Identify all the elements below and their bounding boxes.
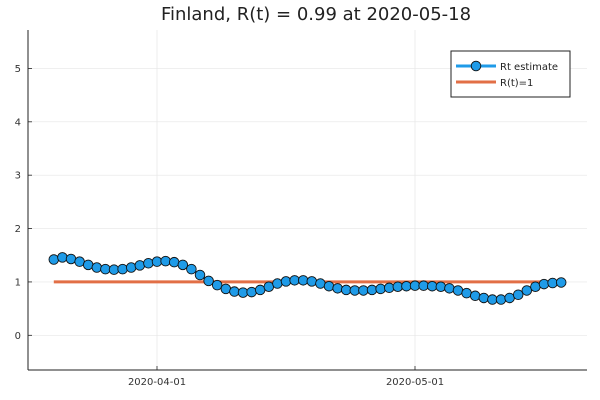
- rt-estimate-point: [426, 280, 438, 292]
- legend-box: [450, 50, 571, 98]
- tick-labels: 0 1 2 3 4 5 2020-04-01 2020-05-01: [15, 64, 444, 388]
- rt-estimate-point: [555, 277, 567, 288]
- rt-estimate-point: [65, 253, 77, 265]
- legend-rt-marker: [470, 60, 482, 72]
- y-tick-label: 2: [15, 224, 21, 235]
- rt-estimate-point: [538, 278, 550, 290]
- rt-estimate-point: [220, 283, 232, 295]
- rt-estimate-point: [469, 290, 481, 302]
- rt-estimate-point: [375, 283, 386, 295]
- rt-estimate-point: [82, 259, 94, 271]
- chart-title: Finland, R(t) = 0.99 at 2020-05-18: [161, 4, 471, 25]
- rt-estimate-point: [48, 254, 60, 265]
- rt-estimate-point: [401, 280, 412, 292]
- rt-estimate-point: [168, 256, 180, 268]
- rt-estimate-point: [418, 280, 429, 291]
- legend: Rt estimate R(t)=1: [450, 50, 571, 98]
- rt-estimate-point: [315, 278, 326, 289]
- rt-estimate-point: [358, 285, 369, 296]
- rt-estimate-point: [512, 289, 524, 300]
- rt-estimate-point: [108, 264, 120, 275]
- x-tick-label: 2020-05-01: [386, 377, 444, 388]
- rt-estimate-series: [48, 252, 567, 305]
- rt-estimate-point: [452, 285, 464, 296]
- y-tick-label: 3: [15, 171, 21, 182]
- axes: [27, 30, 587, 371]
- rt-estimate-point: [383, 282, 395, 294]
- rt-estimate-point: [203, 275, 214, 287]
- rt-estimate-point: [547, 277, 558, 289]
- y-tick-label: 0: [15, 331, 21, 342]
- rt-estimate-point: [160, 255, 171, 267]
- rt-estimate-point: [57, 252, 68, 263]
- rt-estimate-point: [177, 259, 189, 271]
- legend-rt-label: Rt estimate: [500, 62, 558, 73]
- rt-estimate-point: [194, 269, 206, 281]
- rt-estimate-point: [530, 281, 541, 292]
- rt-estimate-point: [521, 285, 533, 296]
- rt-estimate-point: [306, 276, 318, 287]
- rt-estimate-point: [461, 287, 472, 299]
- rt-estimate-point: [272, 278, 283, 289]
- rt-estimate-point: [91, 262, 103, 273]
- rt-estimate-point: [392, 281, 404, 292]
- y-tick-label: 1: [15, 277, 21, 288]
- rt-estimate-point: [143, 257, 154, 269]
- rt-estimate-point: [117, 263, 128, 275]
- legend-ref-label: R(t)=1: [500, 78, 533, 89]
- rt-estimate-point: [246, 286, 257, 298]
- rt-estimate-point: [229, 286, 240, 297]
- rt-estimate-point: [100, 263, 111, 275]
- x-tick-label: 2020-04-01: [128, 377, 186, 388]
- rt-estimate-point: [444, 283, 455, 294]
- rt-estimate-point: [134, 260, 146, 271]
- rt-estimate-point: [478, 292, 490, 304]
- rt-estimate-point: [340, 284, 352, 296]
- rt-estimate-point: [186, 263, 197, 275]
- y-tick-label: 5: [15, 64, 21, 75]
- rt-estimate-point: [151, 256, 163, 267]
- rt-estimate-point: [297, 275, 309, 286]
- rt-estimate-point: [125, 262, 137, 273]
- rt-estimate-point: [366, 284, 378, 296]
- rt-estimate-point: [280, 276, 292, 287]
- y-tick-label: 4: [15, 117, 21, 128]
- rt-estimate-point: [495, 294, 507, 305]
- rt-estimate-point: [435, 281, 447, 292]
- rt-estimate-point: [323, 280, 335, 292]
- rt-estimate-point: [332, 283, 343, 294]
- rt-estimate-point: [211, 279, 223, 291]
- rt-estimate-point: [237, 287, 249, 298]
